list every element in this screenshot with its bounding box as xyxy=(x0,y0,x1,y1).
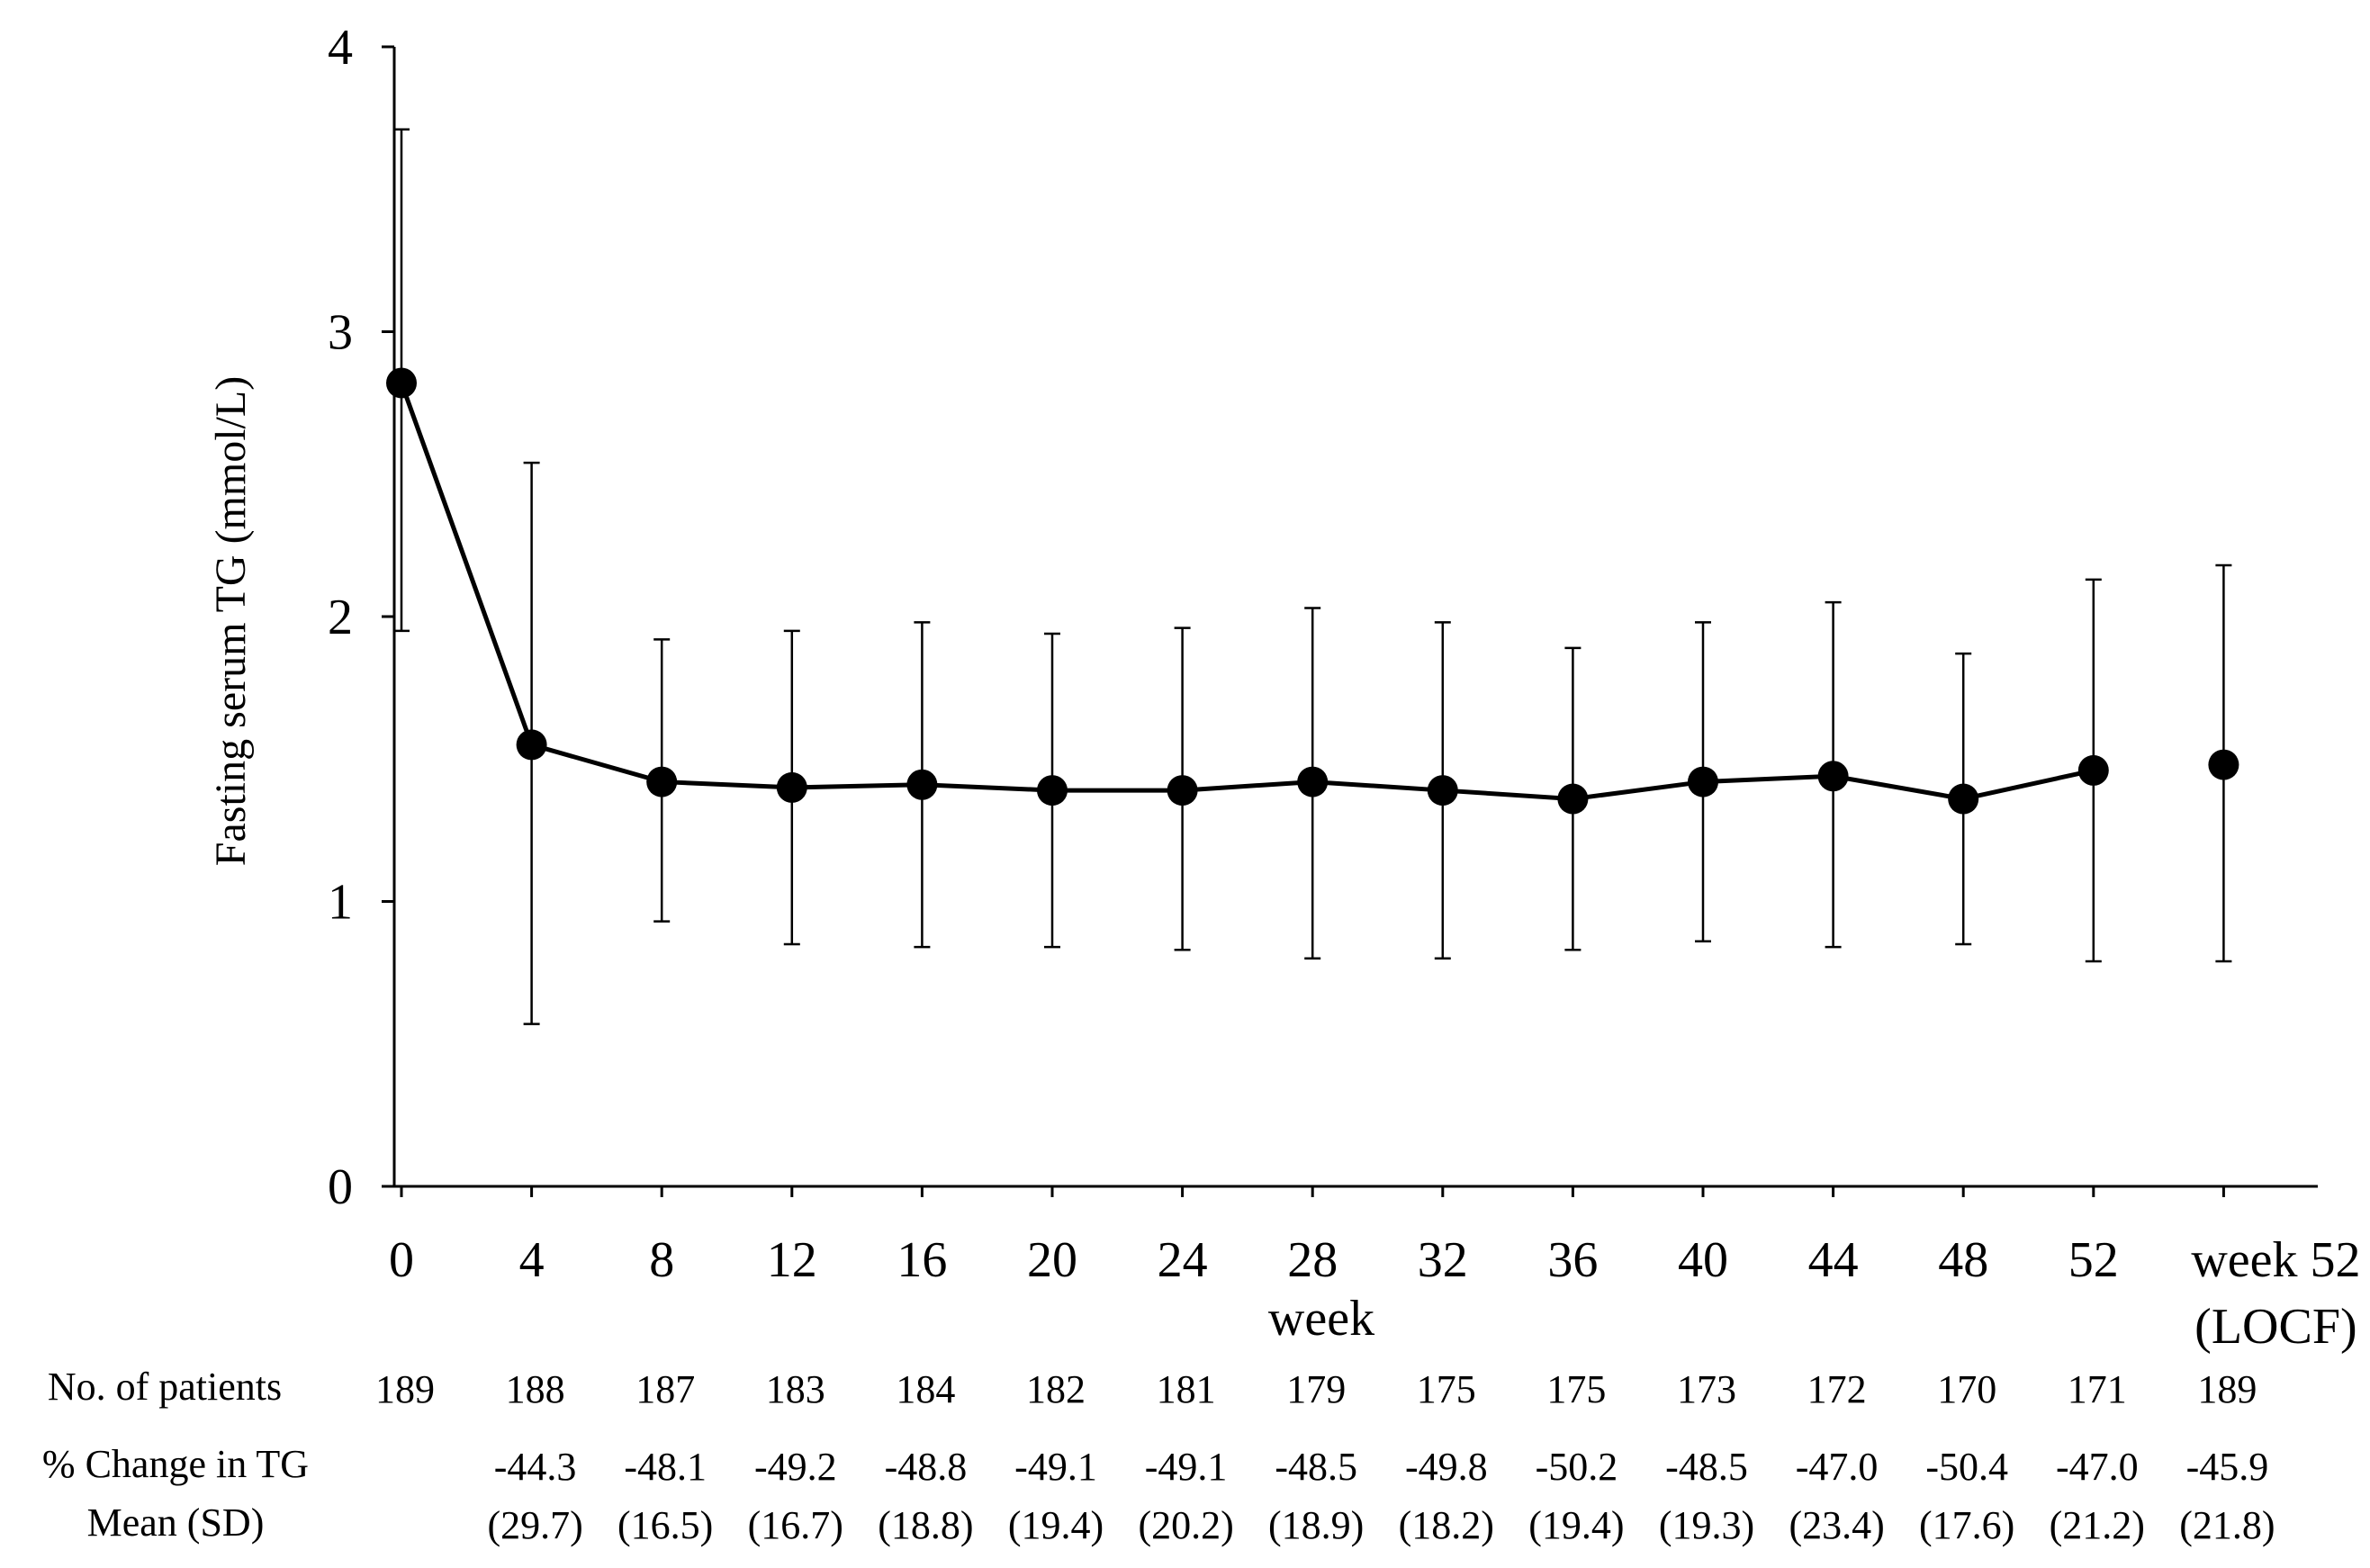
x-tick-label: 52 xyxy=(2068,1232,2119,1288)
change-mean-value: -45.9 xyxy=(2186,1445,2269,1489)
change-mean-row: -44.3 -48.1 -49.2 -48.8 -49.1 -49.1 -48.5 -49.8… xyxy=(494,1445,2268,1489)
change-mean-value: -48.5 xyxy=(1275,1445,1357,1489)
x-tick-label: 48 xyxy=(1938,1232,1988,1288)
patients-row: 189 188 187 183 184 182 181 179 175 175 173 172 170 1… xyxy=(375,1367,2257,1411)
data-point xyxy=(1557,783,1589,815)
change-sd-value: (23.4) xyxy=(1789,1503,1884,1547)
change-mean-value: -50.4 xyxy=(1925,1445,2008,1489)
patients-count: 175 xyxy=(1417,1367,1476,1411)
change-sd-value: (21.2) xyxy=(2050,1503,2145,1547)
data-point xyxy=(1427,775,1458,807)
summary-table: No. of patients % Change in TG Mean (SD)… xyxy=(42,1365,2275,1547)
change-sd-value: (17.6) xyxy=(1919,1503,2014,1547)
x-tick-label: 40 xyxy=(1678,1232,1728,1288)
change-sd-value: (19.4) xyxy=(1008,1503,1104,1547)
patients-count: 171 xyxy=(2068,1367,2127,1411)
x-tick-label: 28 xyxy=(1287,1232,1338,1288)
change-row-label-line2: Mean (SD) xyxy=(87,1500,265,1545)
change-mean-value: -49.1 xyxy=(1145,1445,1228,1489)
data-points xyxy=(386,367,2239,815)
patients-count: 189 xyxy=(375,1367,435,1411)
data-point xyxy=(1817,761,1849,792)
x-tick-label: 12 xyxy=(767,1232,817,1288)
axes xyxy=(392,47,2318,1188)
x-tick-label: 20 xyxy=(1027,1232,1077,1288)
data-point xyxy=(2077,754,2109,786)
data-point xyxy=(516,729,547,761)
data-point xyxy=(906,769,938,800)
patients-count: 189 xyxy=(2197,1367,2257,1411)
series-line-group xyxy=(399,382,2095,802)
patients-count: 173 xyxy=(1677,1367,1736,1411)
x-tick-label: 24 xyxy=(1158,1232,1208,1288)
error-bars xyxy=(393,128,2232,1025)
patients-count: 175 xyxy=(1546,1367,1606,1411)
patients-count: 188 xyxy=(506,1367,565,1411)
change-sd-value: (16.5) xyxy=(617,1503,713,1547)
data-point xyxy=(386,367,417,399)
x-tick-label: 32 xyxy=(1418,1232,1468,1288)
data-point xyxy=(1037,775,1068,807)
change-sd-value: (19.3) xyxy=(1659,1503,1754,1547)
change-mean-value: -48.5 xyxy=(1665,1445,1748,1489)
y-axis-label: Fasting serum TG (mmol/L) xyxy=(207,376,255,866)
change-sd-value: (21.8) xyxy=(2179,1503,2275,1547)
patients-row-label: No. of patients xyxy=(48,1365,282,1409)
change-mean-value: -44.3 xyxy=(494,1445,577,1489)
change-mean-value: -47.0 xyxy=(2056,1445,2139,1489)
x-tick-label: 4 xyxy=(519,1232,545,1288)
y-tick-label: 3 xyxy=(328,305,353,361)
y-tick-label: 1 xyxy=(328,875,353,931)
series-line xyxy=(399,382,2095,802)
y-tick-label: 2 xyxy=(328,590,353,645)
change-sd-value: (18.9) xyxy=(1268,1503,1364,1547)
data-point xyxy=(1688,766,1718,798)
change-mean-value: -47.0 xyxy=(1796,1445,1879,1489)
patients-count: 183 xyxy=(766,1367,825,1411)
patients-count: 179 xyxy=(1286,1367,1346,1411)
data-point xyxy=(1167,775,1198,807)
y-tick-label: 0 xyxy=(328,1159,353,1215)
data-point xyxy=(646,766,678,798)
data-point xyxy=(776,771,807,803)
patients-count: 184 xyxy=(896,1367,955,1411)
y-axis-ticks: 0 1 2 3 4 xyxy=(328,20,394,1215)
patients-count: 181 xyxy=(1157,1367,1216,1411)
patients-count: 187 xyxy=(635,1367,695,1411)
change-sd-row: (29.7) (16.5) (16.7) (18.8) (19.4) (20.2) (18.… xyxy=(487,1503,2275,1547)
patients-count: 182 xyxy=(1026,1367,1086,1411)
data-point xyxy=(2208,749,2239,780)
change-sd-value: (19.4) xyxy=(1528,1503,1624,1547)
x-axis-label: week xyxy=(1268,1291,1374,1347)
change-mean-value: -48.8 xyxy=(885,1445,968,1489)
change-mean-value: -50.2 xyxy=(1536,1445,1618,1489)
x-tick-label: week 52 (LOCF) xyxy=(2191,1232,2360,1355)
change-mean-value: -49.1 xyxy=(1014,1445,1097,1489)
x-tick-label: 16 xyxy=(897,1232,947,1288)
change-sd-value: (20.2) xyxy=(1138,1503,1233,1547)
change-mean-value: -49.8 xyxy=(1405,1445,1488,1489)
y-tick-label: 4 xyxy=(328,20,353,76)
change-sd-value: (29.7) xyxy=(487,1503,582,1547)
change-row-label-line1: % Change in TG xyxy=(42,1442,309,1486)
data-point xyxy=(1297,766,1329,798)
change-sd-value: (18.8) xyxy=(878,1503,973,1547)
data-point xyxy=(1948,783,1979,815)
change-sd-value: (16.7) xyxy=(748,1503,843,1547)
patients-count: 170 xyxy=(1937,1367,1996,1411)
x-tick-label: 0 xyxy=(389,1232,414,1288)
x-tick-label: 44 xyxy=(1808,1232,1859,1288)
x-axis-ticks: 0 4 8 12 16 20 24 28 32 36 40 44 48 52 week 52 (LOCF) xyxy=(389,1186,2360,1355)
change-mean-value: -48.1 xyxy=(624,1445,707,1489)
x-tick-label: 8 xyxy=(649,1232,674,1288)
change-mean-value: -49.2 xyxy=(754,1445,837,1489)
change-sd-value: (18.2) xyxy=(1399,1503,1494,1547)
patients-count: 172 xyxy=(1807,1367,1867,1411)
x-tick-label: 36 xyxy=(1547,1232,1598,1288)
